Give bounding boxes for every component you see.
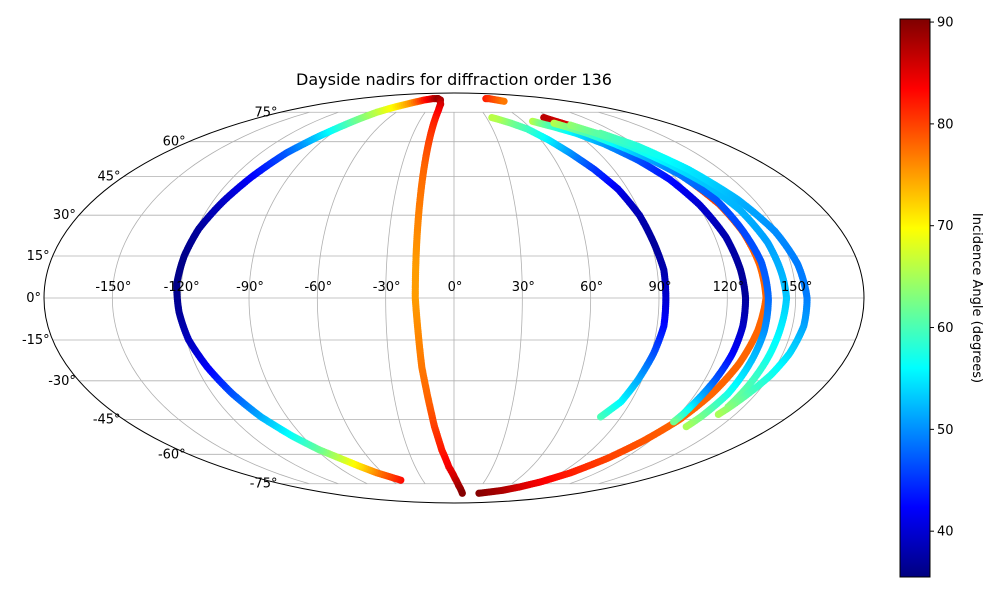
latitude-tick-label: 15° — [27, 249, 50, 264]
nadir-point — [488, 113, 496, 122]
latitude-tick-label: 0° — [26, 291, 41, 306]
colorbar-tick-label: 90 — [937, 16, 954, 31]
map-boundary — [43, 92, 865, 504]
nadir-point — [458, 489, 466, 497]
colorbar-gradient — [899, 18, 931, 578]
longitude-tick-labels: -150° -120° -90° -60° -30° 0° 30° 60° 90° 120° 150… — [95, 280, 812, 295]
map-area: -150° -120° -90° -60° -30° 0° 30° 60° 90° 120° 150… — [22, 92, 865, 504]
data-points — [173, 95, 811, 497]
latitude-tick-label: 75° — [254, 105, 277, 120]
graticule — [44, 111, 864, 485]
colorbar-tick-label: 80 — [937, 117, 954, 132]
nadir-point — [500, 97, 508, 105]
latitude-tick-label: -30° — [48, 374, 76, 389]
latitude-tick-label: 45° — [98, 170, 121, 185]
colorbar-tick-label: 50 — [937, 423, 954, 438]
latitude-tick-label: 30° — [53, 208, 76, 223]
longitude-tick-label: 90° — [648, 280, 671, 295]
colorbar-ticks: 40 50 60 70 80 90 — [930, 16, 954, 540]
latitude-tick-label: -60° — [158, 447, 186, 462]
longitude-tick-label: 150° — [781, 280, 812, 295]
latitude-tick-label: -45° — [93, 412, 121, 427]
chart-title: Dayside nadirs for diffraction order 136 — [296, 70, 612, 89]
longitude-tick-label: -150° — [95, 280, 131, 295]
colorbar-label: Incidence Angle (degrees) — [969, 213, 984, 383]
longitude-tick-label: -120° — [164, 280, 200, 295]
colorbar-tick-label: 40 — [937, 525, 954, 540]
nadir-point — [682, 423, 690, 431]
longitude-tick-label: -60° — [304, 280, 332, 295]
latitude-tick-label: -15° — [22, 333, 50, 348]
nadir-point — [540, 113, 548, 122]
nadir-point — [714, 410, 722, 419]
latitude-tick-label: -75° — [250, 477, 278, 492]
nadir-point — [670, 418, 678, 426]
longitude-tick-label: 120° — [713, 280, 744, 295]
longitude-tick-label: 30° — [512, 280, 535, 295]
longitude-tick-label: 60° — [580, 280, 603, 295]
colorbar: 40 50 60 70 80 90 Incidence Angle (degrees) — [899, 16, 984, 578]
latitude-tick-label: 60° — [163, 135, 186, 150]
latitude-tick-labels: -75° -60° -45° -30° -15° 0° 15° 30° 45° 60° 75° — [22, 105, 278, 491]
longitude-tick-label: -30° — [373, 280, 401, 295]
longitude-tick-label: -90° — [236, 280, 264, 295]
colorbar-tick-label: 70 — [937, 219, 954, 234]
colorbar-tick-label: 60 — [937, 321, 954, 336]
longitude-tick-label: 0° — [448, 280, 463, 295]
